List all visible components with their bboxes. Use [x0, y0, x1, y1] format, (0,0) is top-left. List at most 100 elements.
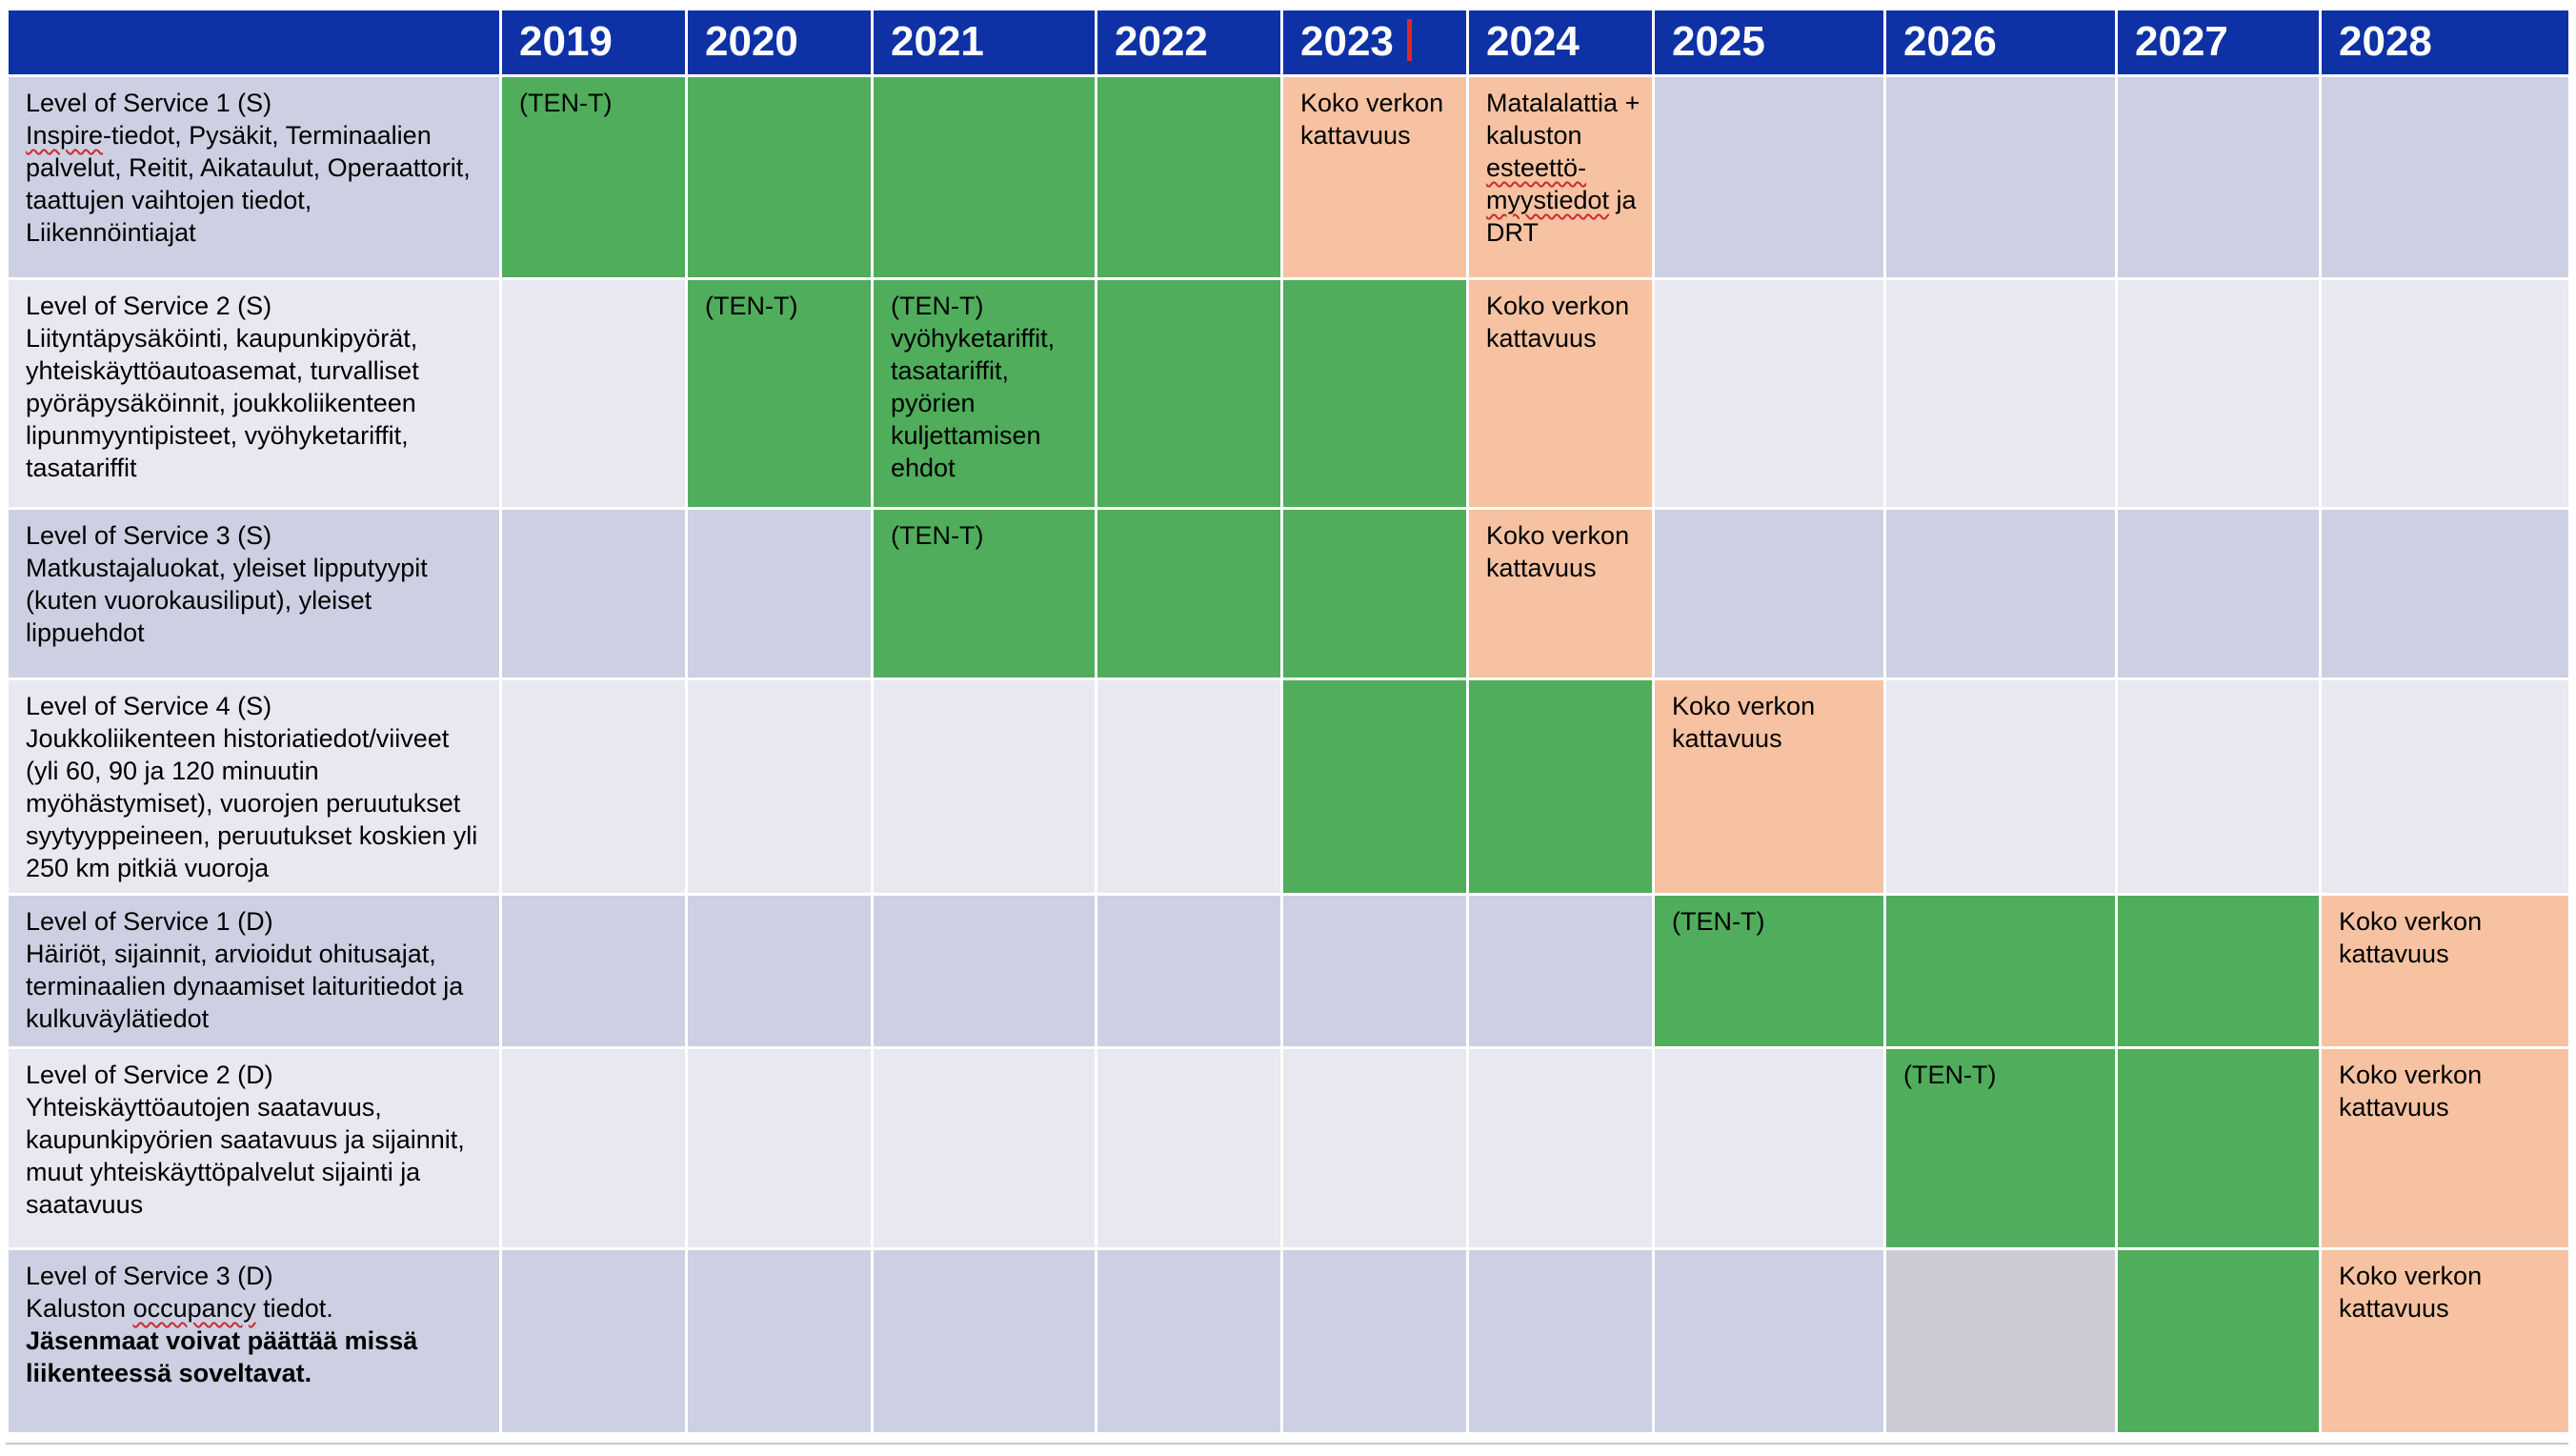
service-level-title: Level of Service 4 (S)	[26, 692, 272, 720]
year-header: 2019	[499, 8, 688, 77]
timeline-cell: (TEN-T)	[499, 74, 688, 280]
timeline-cell	[1652, 277, 1886, 510]
bottom-divider	[6, 1443, 2568, 1445]
timeline-cell	[2319, 74, 2571, 280]
header-row: 2019 2020 2021 2022 2023 2024 2025 2026 …	[6, 8, 2571, 77]
service-level-title: Level of Service 3 (D)	[26, 1262, 273, 1290]
year-header: 2022	[1095, 8, 1283, 77]
year-header: 2024	[1466, 8, 1655, 77]
timeline-cell	[1280, 1046, 1469, 1250]
timeline-cell	[1095, 507, 1283, 680]
timeline-cell: Koko verkon kattavuus	[2319, 1247, 2571, 1435]
timeline-cell-text: (TEN-T)	[705, 292, 798, 320]
timeline-cell	[685, 1046, 874, 1250]
timeline-cell: (TEN-T)	[685, 277, 874, 510]
timeline-cell	[1466, 1247, 1655, 1435]
timeline-cell	[1466, 677, 1655, 896]
timeline-cell: Koko verkon kattavuus	[1466, 507, 1655, 680]
timeline-cell	[499, 1046, 688, 1250]
timeline-cell	[685, 677, 874, 896]
service-level-label: Level of Service 3 (D) Kaluston occupancy…	[6, 1247, 502, 1435]
timeline-cell	[1652, 1247, 1886, 1435]
timeline-cell: Matalalattia + kaluston esteettö-myystie…	[1466, 74, 1655, 280]
service-level-label: Level of Service 1 (D) Häiriöt, sijainnit…	[6, 893, 502, 1049]
timeline-cell	[2115, 277, 2322, 510]
timeline-cell-text: (TEN-T)	[891, 521, 984, 550]
service-level-description: Kaluston occupancy tiedot.	[26, 1294, 333, 1323]
year-header: 2020	[685, 8, 874, 77]
timeline-cell	[1280, 677, 1469, 896]
timeline-cell	[1652, 74, 1886, 280]
service-level-description: Matkustajaluokat, yleiset lipputyypit (k…	[26, 554, 428, 647]
year-label: 2028	[2339, 18, 2432, 65]
year-label: 2021	[891, 18, 984, 65]
service-level-description: Liityntäpysäköinti, kaupunkipyörät, yhte…	[26, 324, 419, 482]
timeline-cell-text: (TEN-T)	[1903, 1061, 1997, 1089]
timeline-cell	[1280, 277, 1469, 510]
service-level-description: Häiriöt, sijainnit, arvioidut ohitusajat…	[26, 940, 464, 1033]
service-level-description: Yhteiskäyttöautojen saatavuus, kaupunkip…	[26, 1093, 465, 1219]
timeline-cell-text: Koko verkon kattavuus	[1672, 692, 1816, 753]
timeline-cell	[2115, 74, 2322, 280]
year-header: 2027	[2115, 8, 2322, 77]
service-level-title: Level of Service 2 (S)	[26, 292, 272, 320]
service-level-note: Jäsenmaat voivat päättää missä liikentee…	[26, 1326, 418, 1387]
timeline-cell	[1883, 507, 2118, 680]
service-level-label: Level of Service 4 (S) Joukkoliikenteen h…	[6, 677, 502, 896]
timeline-cell: Koko verkon kattavuus	[1652, 677, 1886, 896]
timeline-cell	[499, 277, 688, 510]
timeline-cell	[499, 893, 688, 1049]
table-row: Level of Service 3 (D) Kaluston occupancy…	[6, 1247, 2571, 1435]
timeline-cell	[2319, 507, 2571, 680]
timeline-cell: (TEN-T)	[1652, 893, 1886, 1049]
timeline-cell	[1883, 893, 2118, 1049]
year-label: 2026	[1903, 18, 1997, 65]
timeline-cell	[499, 677, 688, 896]
timeline-cell: (TEN-T) vyöhyketariffit, tasatariffit, p…	[871, 277, 1097, 510]
year-header: 2023	[1280, 8, 1469, 77]
timeline-cell	[1280, 1247, 1469, 1435]
timeline-cell	[2319, 677, 2571, 896]
service-level-description: Joukkoliikenteen historiatiedot/viiveet …	[26, 724, 478, 882]
service-level-label: Level of Service 1 (S) Inspire-tiedot, Py…	[6, 74, 502, 280]
service-level-title: Level of Service 3 (S)	[26, 521, 272, 550]
timeline-cell: (TEN-T)	[1883, 1046, 2118, 1250]
timeline-cell	[1280, 507, 1469, 680]
timeline-cell: Koko verkon kattavuus	[2319, 893, 2571, 1049]
timeline-cell	[871, 74, 1097, 280]
year-label: 2025	[1672, 18, 1765, 65]
timeline-cell	[871, 893, 1097, 1049]
service-level-label: Level of Service 3 (S) Matkustajaluokat, …	[6, 507, 502, 680]
timeline-cell: Koko verkon kattavuus	[1280, 74, 1469, 280]
timeline-cell-text: Koko verkon kattavuus	[1486, 521, 1630, 582]
header-corner	[6, 8, 502, 77]
service-level-description: Inspire-tiedot, Pysäkit, Terminaalien pa…	[26, 121, 471, 247]
year-label: 2020	[705, 18, 798, 65]
timeline-cell: Koko verkon kattavuus	[2319, 1046, 2571, 1250]
timeline-cell	[1883, 677, 2118, 896]
service-level-label: Level of Service 2 (D) Yhteiskäyttöautoje…	[6, 1046, 502, 1250]
timeline-cell	[1095, 893, 1283, 1049]
timeline-cell-text: (TEN-T)	[519, 89, 613, 117]
service-level-title: Level of Service 1 (S)	[26, 89, 272, 117]
timeline-cell	[1280, 893, 1469, 1049]
timeline-cell	[1466, 893, 1655, 1049]
timeline-cell	[871, 1247, 1097, 1435]
year-label: 2019	[519, 18, 613, 65]
timeline-cell	[499, 507, 688, 680]
service-level-label: Level of Service 2 (S) Liityntäpysäköinti…	[6, 277, 502, 510]
table-row: Level of Service 1 (S) Inspire-tiedot, Py…	[6, 74, 2571, 280]
timeline-cell-text: Koko verkon kattavuus	[1486, 292, 1630, 353]
timeline-cell	[685, 507, 874, 680]
timeline-cell	[1095, 1046, 1283, 1250]
timeline-cell	[685, 893, 874, 1049]
timeline-cell	[1883, 1247, 2118, 1435]
timeline-cell	[1883, 277, 2118, 510]
timeline-cell-text: Koko verkon kattavuus	[2339, 1262, 2483, 1323]
table-row: Level of Service 4 (S) Joukkoliikenteen h…	[6, 677, 2571, 896]
timeline-cell	[2319, 277, 2571, 510]
timeline-cell	[2115, 507, 2322, 680]
table-body: Level of Service 1 (S) Inspire-tiedot, Py…	[6, 74, 2571, 1435]
timeline-cell	[2115, 893, 2322, 1049]
table-row: Level of Service 1 (D) Häiriöt, sijainnit…	[6, 893, 2571, 1049]
